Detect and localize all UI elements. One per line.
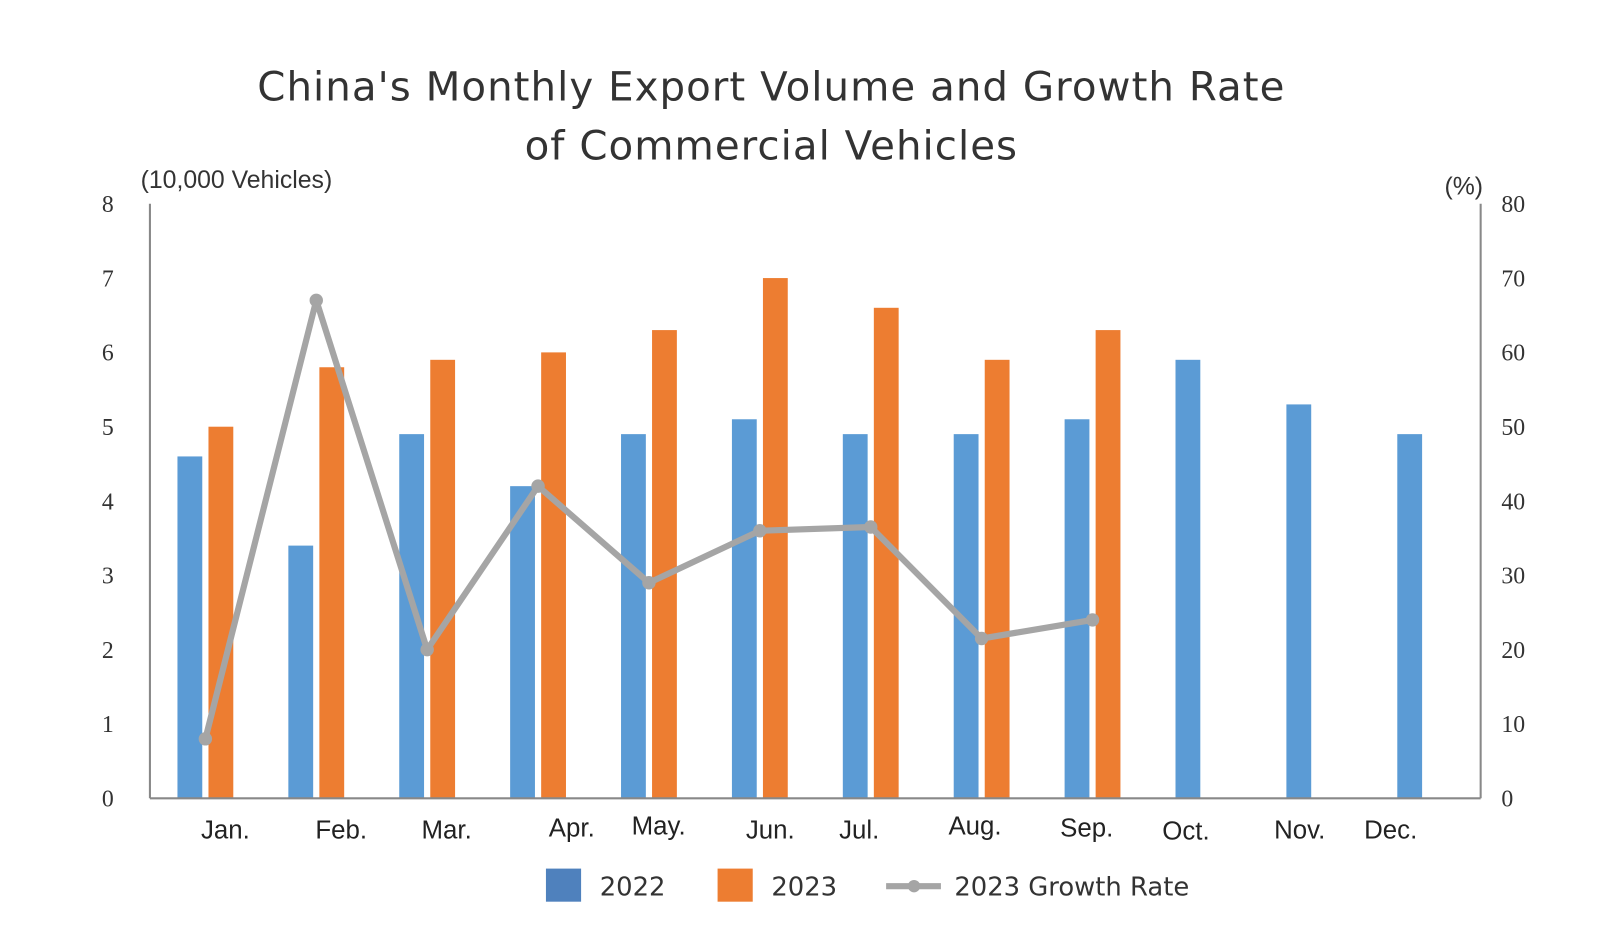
bar-2022-0	[177, 456, 203, 799]
y-left-tick-label: 5	[102, 415, 114, 441]
y-right-tick-label: 80	[1501, 192, 1525, 218]
growth-point-7	[974, 631, 989, 646]
bar-2022-8	[1064, 419, 1090, 799]
y-left-tick-label: 8	[102, 192, 114, 218]
x-tick-label: Mar.	[422, 817, 472, 845]
bar-2022-5	[731, 419, 757, 799]
y-right-tick-label: 30	[1501, 564, 1525, 590]
bar-2022-6	[842, 434, 868, 799]
growth-point-0	[198, 732, 213, 746]
legend-label-2022: 2022	[600, 872, 666, 902]
y-left-tick-label: 0	[102, 787, 114, 813]
bar-2022-10	[1286, 404, 1312, 799]
y-right-tick-label: 60	[1501, 341, 1525, 367]
x-tick-label: Jun.	[746, 817, 795, 845]
y-right-tick-label: 70	[1501, 266, 1525, 292]
bar-2023-1	[319, 367, 345, 799]
growth-line	[198, 293, 1100, 746]
legend-swatch-2022	[545, 868, 582, 902]
growth-point-3	[531, 479, 545, 493]
bar-2022-3	[510, 486, 535, 799]
x-tick-label: Nov.	[1274, 817, 1325, 845]
left-axis-unit: (10,000 Vehicles)	[141, 167, 333, 194]
growth-point-5	[753, 524, 767, 538]
x-tick-label: Oct.	[1162, 818, 1209, 846]
x-tick-label: Jul.	[839, 817, 879, 845]
bar-2023-5	[762, 278, 788, 799]
tick-labels: Jan. Feb. Mar. Apr. May. Jun. Jul. Aug. Sep. Oct.…	[102, 192, 1525, 846]
y-left-tick-label: 6	[102, 341, 114, 367]
growth-point-4	[642, 576, 656, 590]
growth-point-8	[1085, 613, 1100, 627]
y-left-tick-label: 1	[102, 712, 114, 738]
bar-2022-11	[1397, 434, 1423, 799]
x-tick-label: Feb.	[315, 817, 367, 845]
x-tick-label: Dec.	[1364, 817, 1417, 845]
bar-2022-2	[399, 434, 425, 799]
x-tick-label: Jan.	[201, 817, 250, 845]
y-right-tick-label: 50	[1501, 415, 1525, 441]
bar-2023-3	[541, 352, 566, 799]
growth-point-6	[864, 520, 878, 534]
bars	[177, 278, 1423, 799]
y-right-tick-label: 20	[1501, 638, 1525, 664]
bar-2022-1	[288, 545, 314, 799]
bar-2022-4	[621, 434, 646, 799]
bar-2023-8	[1095, 330, 1121, 799]
bar-2023-7	[984, 359, 1010, 799]
legend-label-growth: 2023 Growth Rate	[954, 872, 1189, 902]
y-right-tick-label: 10	[1501, 712, 1525, 738]
y-right-tick-label: 0	[1501, 787, 1513, 813]
x-tick-label: Aug.	[948, 812, 1001, 840]
y-right-tick-label: 40	[1501, 489, 1525, 515]
legend-swatch-2023	[717, 868, 753, 902]
y-left-tick-label: 7	[102, 266, 114, 292]
growth-point-1	[309, 293, 323, 308]
x-tick-label: Apr.	[549, 815, 595, 843]
legend-marker-growth	[907, 879, 921, 893]
chart-title-line-2: of Commercial Vehicles	[525, 122, 1019, 169]
bar-2022-9	[1175, 359, 1201, 799]
x-tick-label: May.	[632, 812, 686, 840]
legend: 2022 2023 2023 Growth Rate	[545, 868, 1189, 902]
bar-2023-2	[430, 359, 456, 799]
bar-2023-0	[208, 426, 234, 799]
bar-2023-4	[652, 330, 677, 799]
growth-point-2	[420, 642, 434, 657]
chart-title-line-1: China's Monthly Export Volume and Growth…	[257, 63, 1285, 110]
right-axis-unit: (%)	[1444, 173, 1483, 200]
legend-label-2023: 2023	[771, 872, 837, 902]
y-left-tick-label: 2	[102, 638, 114, 664]
x-tick-label: Sep.	[1060, 815, 1113, 843]
y-left-tick-label: 3	[102, 564, 114, 590]
y-left-tick-label: 4	[102, 489, 114, 515]
